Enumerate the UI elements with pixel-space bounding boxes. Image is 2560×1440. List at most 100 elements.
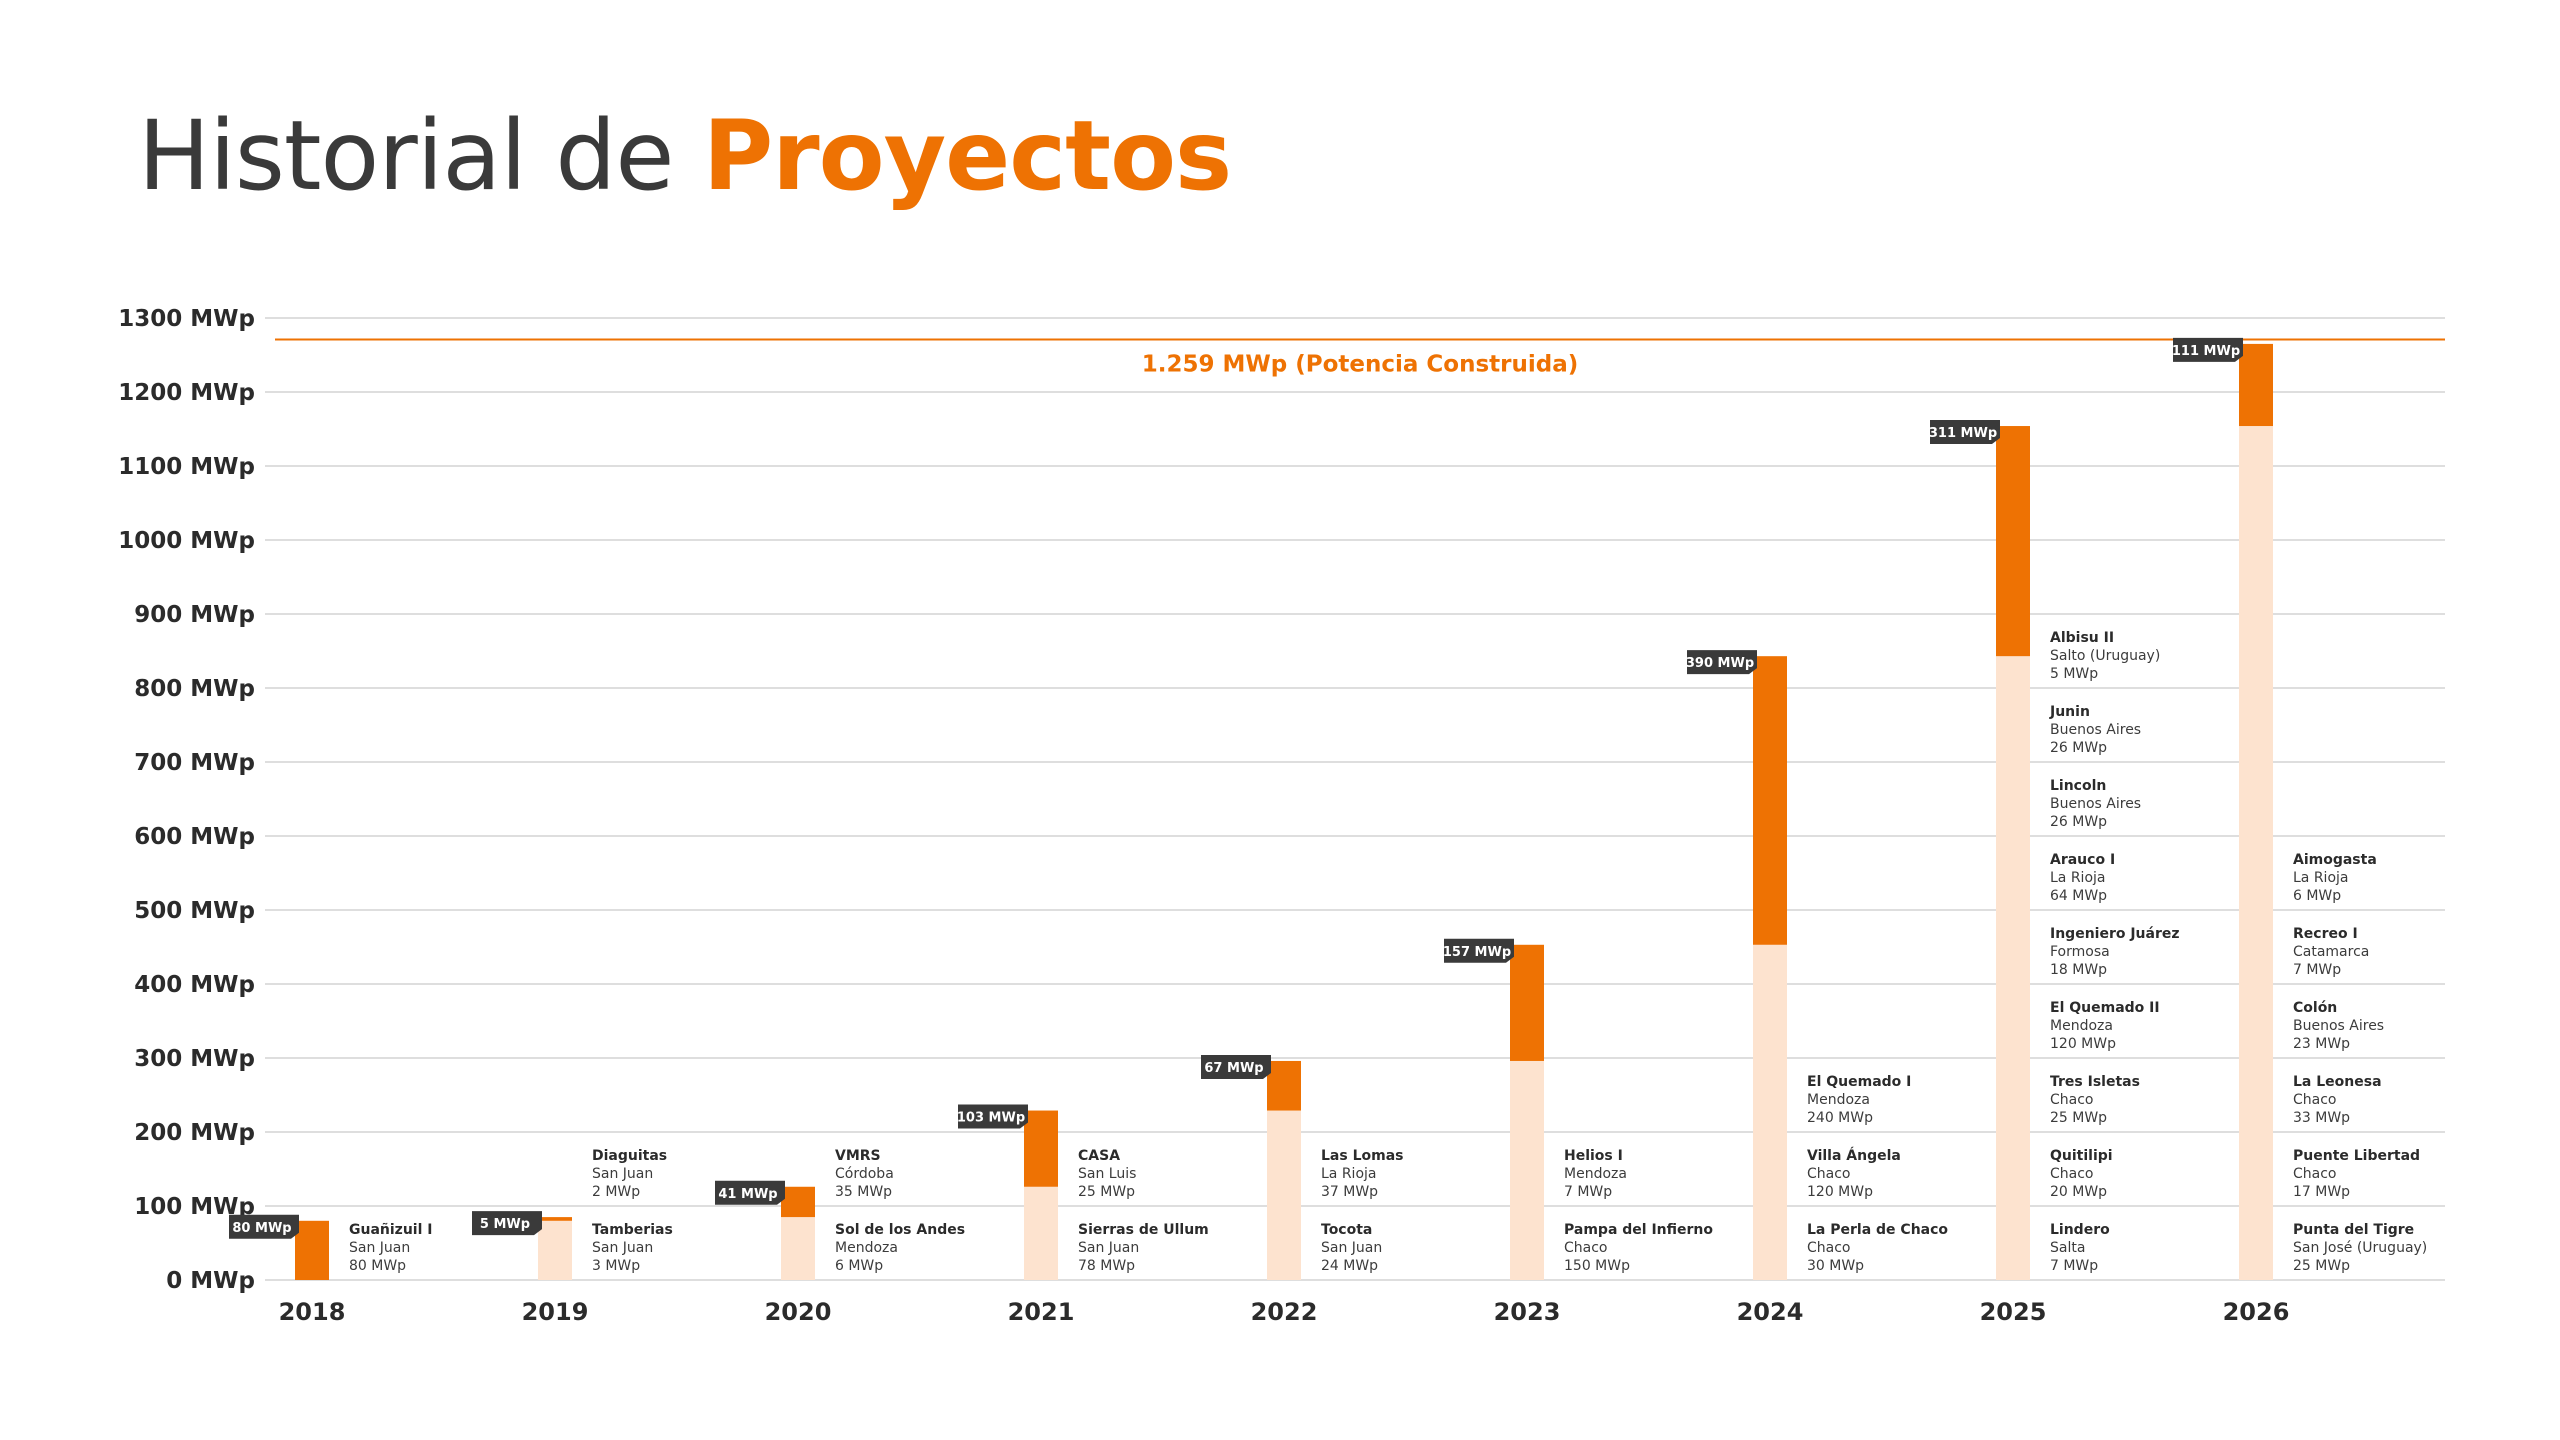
project-location: Mendoza: [2050, 1018, 2113, 1034]
project-location: Chaco: [1807, 1166, 1851, 1182]
value-badges: 80 MWp 5 MWp 41 MWp 103 MWp 67 MWp 157 MWp 390…: [229, 337, 2243, 1239]
project-location: Buenos Aires: [2293, 1018, 2384, 1034]
badge-label: 80 MWp: [232, 1221, 291, 1236]
bar-base-segment: [1024, 1186, 1058, 1280]
y-tick-label: 800 MWp: [134, 676, 255, 702]
project-label: Tamberias San Juan 3 MWp: [592, 1222, 673, 1274]
project-power: 120 MWp: [1807, 1184, 1873, 1200]
project-name: Guañizuil I: [349, 1222, 432, 1238]
project-power: 6 MWp: [2293, 888, 2341, 904]
project-label: Villa Ángela Chaco 120 MWp: [1807, 1147, 1901, 1200]
y-tick-label: 300 MWp: [134, 1046, 255, 1072]
project-label: Lindero Salta 7 MWp: [2050, 1222, 2110, 1274]
project-label: Punta del Tigre San José (Uruguay) 25 MWp: [2293, 1222, 2427, 1274]
project-name: El Quemado I: [1807, 1074, 1911, 1090]
project-power: 64 MWp: [2050, 888, 2107, 904]
project-label: La Leonesa Chaco 33 MWp: [2293, 1074, 2382, 1126]
badge-shape: [2173, 337, 2243, 362]
project-name: Sol de los Andes: [835, 1222, 965, 1238]
project-label: Sol de los Andes Mendoza 6 MWp: [835, 1222, 965, 1274]
project-power: 2 MWp: [592, 1184, 640, 1200]
project-power: 6 MWp: [835, 1258, 883, 1274]
project-power: 37 MWp: [1321, 1184, 1378, 1200]
bar-base-segment: [781, 1217, 815, 1280]
project-power: 3 MWp: [592, 1258, 640, 1274]
project-location: Córdoba: [835, 1166, 894, 1182]
project-name: Lincoln: [2050, 778, 2106, 794]
project-label: Aimogasta La Rioja 6 MWp: [2293, 852, 2377, 904]
project-power: 150 MWp: [1564, 1258, 1630, 1274]
project-label: Helios I Mendoza 7 MWp: [1564, 1148, 1627, 1200]
badge-shape: [1930, 420, 2000, 445]
badge-label: 41 MWp: [718, 1187, 777, 1202]
badge-shape: [715, 1180, 785, 1205]
badge-shape: [1687, 650, 1757, 675]
project-label: El Quemado II Mendoza 120 MWp: [2050, 1000, 2160, 1052]
project-location: San Juan: [1078, 1240, 1139, 1256]
badge-label: 157 MWp: [1443, 945, 1511, 960]
project-name: La Leonesa: [2293, 1074, 2382, 1090]
badge-label: 111 MWp: [2172, 344, 2240, 359]
bar-annual-segment: [1510, 944, 1544, 1061]
project-location: Formosa: [2050, 944, 2110, 960]
project-name: Pampa del Infierno: [1564, 1222, 1713, 1238]
project-power: 78 MWp: [1078, 1258, 1135, 1274]
badge-label: 5 MWp: [480, 1217, 530, 1232]
x-tick-label: 2026: [2223, 1298, 2290, 1326]
project-location: Chaco: [1564, 1240, 1608, 1256]
project-location: Mendoza: [835, 1240, 898, 1256]
bar-annual-segment: [1024, 1110, 1058, 1187]
project-name: Punta del Tigre: [2293, 1222, 2414, 1238]
project-label: Junin Buenos Aires 26 MWp: [2049, 704, 2141, 756]
project-label: VMRS Córdoba 35 MWp: [835, 1148, 894, 1200]
bar-annual-segment: [1267, 1060, 1301, 1111]
project-name: Villa Ángela: [1807, 1147, 1901, 1164]
project-name: Lindero: [2050, 1222, 2110, 1238]
project-power: 25 MWp: [1078, 1184, 1135, 1200]
project-name: Recreo I: [2293, 926, 2358, 942]
badge-label: 390 MWp: [1686, 656, 1754, 671]
value-badge: 67 MWp: [1201, 1054, 1271, 1079]
project-name: Quitilipi: [2050, 1148, 2113, 1164]
project-name: Arauco I: [2050, 852, 2115, 868]
bar-base-segment: [1753, 944, 1787, 1280]
project-power: 33 MWp: [2293, 1110, 2350, 1126]
project-label: Ingeniero Juárez Formosa 18 MWp: [2050, 926, 2180, 978]
badge-shape: [958, 1104, 1028, 1129]
project-location: La Rioja: [2050, 870, 2105, 886]
y-tick-label: 700 MWp: [134, 750, 255, 776]
bars: [295, 343, 2273, 1280]
x-tick-label: 2021: [1008, 1298, 1075, 1326]
project-labels: Guañizuil I San Juan 80 MWp Tamberias San Ju…: [349, 630, 2427, 1274]
badge-label: 67 MWp: [1204, 1061, 1263, 1076]
project-label: Sierras de Ullum San Juan 78 MWp: [1078, 1222, 1209, 1274]
bar-base-segment: [1510, 1060, 1544, 1280]
x-tick-label: 2025: [1980, 1298, 2047, 1326]
project-location: Buenos Aires: [2050, 722, 2141, 738]
project-label: Diaguitas San Juan 2 MWp: [592, 1148, 667, 1200]
project-location: Chaco: [2050, 1092, 2094, 1108]
badge-label: 311 MWp: [1929, 426, 1997, 441]
project-label: Pampa del Infierno Chaco 150 MWp: [1564, 1222, 1713, 1274]
grid-lines: [265, 317, 2445, 1281]
y-tick-label: 1200 MWp: [118, 380, 255, 406]
value-badge: 5 MWp: [472, 1211, 542, 1236]
value-badge: 311 MWp: [1929, 420, 2000, 445]
project-label: Quitilipi Chaco 20 MWp: [2050, 1148, 2113, 1200]
y-tick-label: 200 MWp: [134, 1120, 255, 1146]
project-location: Chaco: [2293, 1092, 2337, 1108]
project-location: Buenos Aires: [2050, 796, 2141, 812]
page-title: Historial de Proyectos: [138, 108, 1232, 204]
project-power: 120 MWp: [2050, 1036, 2116, 1052]
project-label: Puente Libertad Chaco 17 MWp: [2293, 1148, 2420, 1200]
reference-line: 1.259 MWp (Potencia Construida): [275, 338, 2445, 377]
project-location: La Rioja: [1321, 1166, 1376, 1182]
y-tick-label: 500 MWp: [134, 898, 255, 924]
project-location: San Juan: [592, 1240, 653, 1256]
badge-label: 103 MWp: [957, 1111, 1025, 1126]
project-name: Junin: [2049, 704, 2090, 720]
project-name: Helios I: [1564, 1148, 1623, 1164]
bar-annual-segment: [2239, 343, 2273, 427]
value-badge: 80 MWp: [229, 1214, 299, 1239]
